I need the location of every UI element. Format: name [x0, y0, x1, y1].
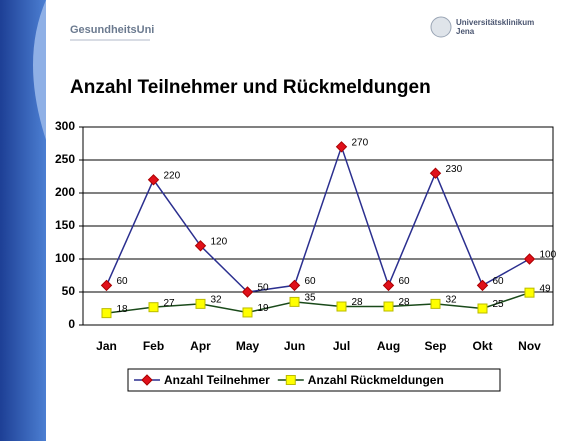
marker	[148, 302, 159, 313]
data-label: 28	[399, 297, 411, 308]
stripe-curve	[33, 0, 46, 140]
marker	[429, 167, 442, 179]
x-tick-label: Okt	[472, 339, 492, 353]
legend-label: Anzahl Teilnehmer	[164, 373, 270, 387]
data-label: 100	[540, 250, 557, 261]
marker	[476, 279, 489, 292]
data-label: 28	[352, 297, 364, 308]
y-tick-label: 100	[55, 251, 75, 265]
marker	[523, 253, 536, 265]
marker	[195, 298, 206, 309]
x-tick-label: Sep	[424, 339, 446, 353]
x-tick-label: Nov	[518, 339, 541, 353]
data-label: 120	[211, 236, 228, 247]
marker	[241, 286, 254, 298]
series-line	[105, 144, 530, 293]
y-tick-label: 0	[68, 317, 75, 331]
y-tick-label: 200	[55, 185, 75, 199]
data-label: 19	[258, 303, 270, 314]
chart-title: Anzahl Teilnehmer und Rückmeldungen	[70, 77, 431, 98]
data-label: 60	[493, 276, 505, 287]
marker	[101, 308, 112, 319]
data-label: 32	[446, 295, 458, 306]
data-label: 32	[211, 295, 223, 306]
data-label: 25	[493, 299, 505, 310]
x-tick-label: May	[236, 339, 260, 353]
marker	[285, 375, 296, 385]
x-tick-label: Jul	[333, 339, 350, 353]
y-tick-label: 150	[55, 218, 75, 232]
x-tick-label: Apr	[190, 339, 211, 353]
x-tick-label: Jun	[284, 339, 305, 353]
left-logo: GesundheitsUni	[70, 24, 154, 36]
right-logo-line: Jena	[456, 27, 475, 36]
marker	[335, 141, 348, 153]
marker	[383, 301, 394, 312]
data-label: 230	[446, 164, 463, 175]
marker	[147, 174, 160, 186]
x-tick-label: Aug	[377, 339, 400, 353]
data-label: 60	[305, 276, 317, 287]
marker	[336, 301, 347, 312]
data-label: 60	[399, 276, 411, 287]
data-label: 60	[117, 276, 129, 287]
right-logo-icon	[430, 16, 452, 38]
marker	[242, 307, 253, 318]
x-tick-label: Feb	[143, 339, 164, 353]
data-label: 270	[352, 137, 369, 148]
data-label: 49	[540, 283, 552, 294]
marker	[524, 287, 535, 298]
data-label: 27	[164, 298, 176, 309]
y-tick-label: 300	[55, 119, 75, 133]
y-tick-label: 250	[55, 152, 75, 166]
data-label: 50	[258, 283, 270, 294]
legend-box	[127, 368, 501, 392]
marker	[288, 279, 301, 292]
y-tick-label: 50	[62, 284, 76, 298]
legend-label: Anzahl Rückmeldungen	[308, 373, 444, 387]
plot-border	[82, 126, 554, 326]
data-label: 35	[305, 293, 317, 304]
marker	[194, 240, 207, 252]
data-label: 220	[164, 170, 181, 181]
marker	[477, 303, 488, 314]
marker	[141, 374, 153, 386]
x-tick-label: Jan	[96, 339, 117, 353]
marker	[289, 296, 300, 307]
data-label: 18	[117, 304, 129, 315]
marker	[382, 279, 395, 292]
marker	[430, 298, 441, 309]
marker	[100, 279, 113, 292]
series-line	[106, 291, 530, 314]
right-logo-line: Universitätsklinikum	[456, 18, 534, 27]
